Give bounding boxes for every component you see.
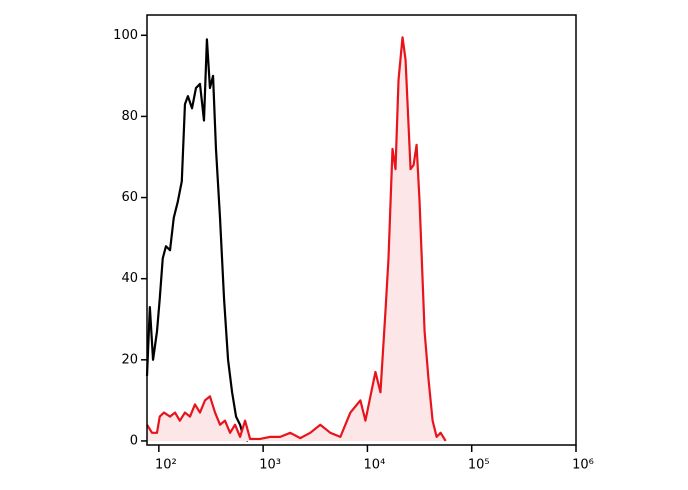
plot-area <box>145 36 447 442</box>
plot-frame <box>146 14 577 446</box>
y-tick-label: 80 <box>121 109 138 124</box>
histogram-line <box>146 36 447 442</box>
x-tick-label: 10² <box>155 458 177 473</box>
y-tick-label: 100 <box>113 28 138 43</box>
y-tick-label: 40 <box>121 271 138 286</box>
histogram-area <box>147 37 446 441</box>
x-tick-label: 10⁴ <box>364 458 386 473</box>
x-tick-label: 10⁶ <box>572 458 594 473</box>
x-tick-label: 10³ <box>259 458 281 473</box>
y-tick-label: 20 <box>121 352 138 367</box>
x-tick-label: 10⁵ <box>468 458 490 473</box>
y-tick-label: 0 <box>130 433 138 448</box>
y-tick-label: 60 <box>121 190 138 205</box>
histogram-line <box>145 38 249 442</box>
